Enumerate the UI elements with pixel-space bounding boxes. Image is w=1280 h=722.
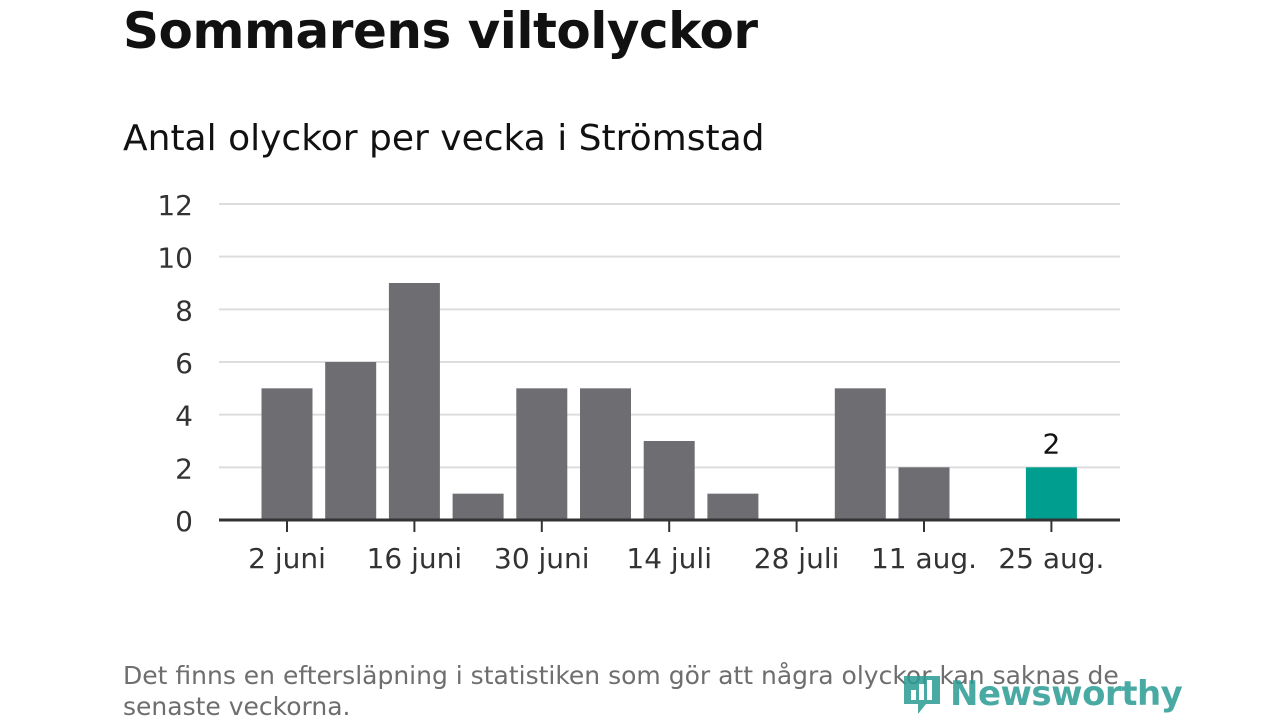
x-axis-ticks: 2 juni 16 juni 30 juni 14 juli 28 juli 11 aug… <box>248 520 1104 575</box>
footnote: Det finns en eftersläpning i statistiken… <box>123 661 1119 721</box>
y-tick-label: 10 <box>157 242 193 275</box>
x-tick-label: 16 juni <box>367 542 463 575</box>
bar-16-juni <box>388 283 440 520</box>
bars <box>261 283 1077 520</box>
brand-name: Newsworthy <box>950 674 1183 714</box>
brand-logo: Newsworthy <box>900 668 1183 720</box>
y-tick-label: 12 <box>157 189 193 222</box>
y-tick-label: 4 <box>175 400 193 433</box>
bar-30-juni <box>516 388 568 520</box>
x-tick-label: 11 aug. <box>871 542 977 575</box>
bar-4-aug- <box>834 388 886 520</box>
bar-21-juli <box>707 493 759 520</box>
x-tick-label: 2 juni <box>248 542 326 575</box>
y-axis-ticks: 0 2 4 6 8 10 12 <box>157 189 193 538</box>
bar-25-aug- <box>1025 467 1077 520</box>
bar-11-aug- <box>898 467 950 520</box>
bar-9-juni <box>325 362 377 520</box>
bar-23-juni <box>452 493 504 520</box>
y-tick-label: 8 <box>175 294 193 327</box>
x-tick-label: 30 juni <box>494 542 590 575</box>
bar-14-juli <box>643 441 695 520</box>
newsworthy-logo-icon <box>904 676 940 714</box>
bar-7-juli <box>580 388 631 520</box>
bar-2-juni <box>261 388 313 520</box>
chart-subtitle: Antal olyckor per vecka i Strömstad <box>123 118 765 159</box>
chart-title: Sommarens viltolyckor <box>123 2 758 60</box>
x-tick-label: 14 juli <box>626 542 712 575</box>
y-tick-label: 0 <box>175 505 193 538</box>
x-tick-label: 25 aug. <box>998 542 1104 575</box>
x-tick-label: 28 juli <box>754 542 840 575</box>
data-labels: 2 <box>1042 427 1060 460</box>
y-tick-label: 6 <box>175 347 193 380</box>
y-tick-label: 2 <box>175 452 193 485</box>
data-label: 2 <box>1042 427 1060 460</box>
